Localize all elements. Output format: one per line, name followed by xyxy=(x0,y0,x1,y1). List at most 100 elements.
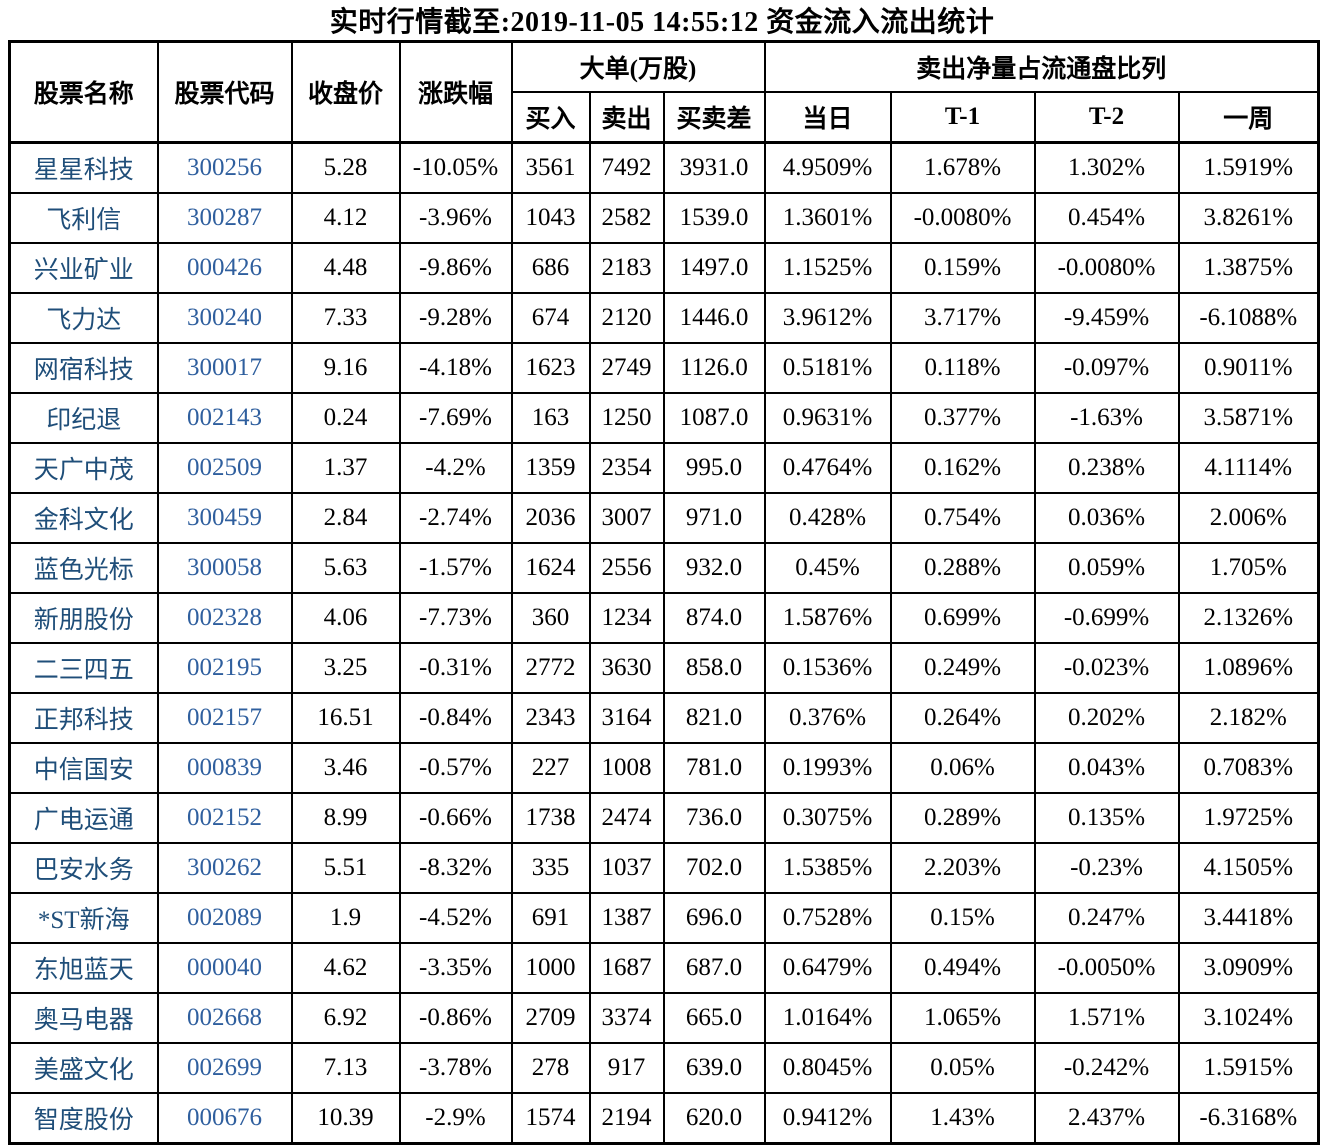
buy-cell: 691 xyxy=(510,892,591,944)
name-cell: 飞利信 xyxy=(8,192,159,244)
name-cell: 星星科技 xyxy=(8,141,159,194)
header-change-pct: 涨跌幅 xyxy=(398,40,513,144)
week-cell: 3.1024% xyxy=(1177,992,1320,1044)
today-cell: 0.4764% xyxy=(763,442,892,494)
diff-cell: 971.0 xyxy=(662,492,766,544)
header-sell-out: 卖出 xyxy=(588,91,665,144)
header-t-minus-2: T-2 xyxy=(1033,91,1180,144)
today-cell: 0.1993% xyxy=(763,742,892,794)
close-cell: 7.13 xyxy=(290,1042,401,1094)
sell-cell: 3374 xyxy=(588,992,665,1044)
buy-cell: 1043 xyxy=(510,192,591,244)
diff-cell: 874.0 xyxy=(662,592,766,644)
table-row: 广电运通 002152 8.99 -0.66% 1738 2474 736.0 0.3075%… xyxy=(8,792,1320,844)
sell-cell: 1008 xyxy=(588,742,665,794)
t2-cell: -0.023% xyxy=(1033,642,1180,694)
name-cell: 新朋股份 xyxy=(8,592,159,644)
diff-cell: 858.0 xyxy=(662,642,766,694)
week-cell: 3.8261% xyxy=(1177,192,1320,244)
today-cell: 0.8045% xyxy=(763,1042,892,1094)
header-one-week: 一周 xyxy=(1177,91,1320,144)
change-cell: -2.74% xyxy=(398,492,513,544)
close-cell: 3.46 xyxy=(290,742,401,794)
table-row: 兴业矿业 000426 4.48 -9.86% 686 2183 1497.0 1.1525%… xyxy=(8,242,1320,294)
today-cell: 0.9631% xyxy=(763,392,892,444)
week-cell: 4.1505% xyxy=(1177,842,1320,894)
t1-cell: 0.118% xyxy=(889,342,1036,394)
close-cell: 7.33 xyxy=(290,292,401,344)
week-cell: 4.1114% xyxy=(1177,442,1320,494)
code-cell: 000676 xyxy=(156,1092,293,1145)
change-cell: -3.96% xyxy=(398,192,513,244)
name-cell: 网宿科技 xyxy=(8,342,159,394)
t2-cell: 0.043% xyxy=(1033,742,1180,794)
diff-cell: 1446.0 xyxy=(662,292,766,344)
week-cell: 1.5915% xyxy=(1177,1042,1320,1094)
sell-cell: 3630 xyxy=(588,642,665,694)
change-cell: -0.84% xyxy=(398,692,513,744)
close-cell: 8.99 xyxy=(290,792,401,844)
header-t-minus-1: T-1 xyxy=(889,91,1036,144)
code-cell: 002157 xyxy=(156,692,293,744)
page-title: 实时行情截至:2019-11-05 14:55:12 资金流入流出统计 xyxy=(329,7,995,38)
table-row: 金科文化 300459 2.84 -2.74% 2036 3007 971.0 0.428% 0… xyxy=(8,492,1320,544)
change-cell: -0.66% xyxy=(398,792,513,844)
t1-cell: 0.288% xyxy=(889,542,1036,594)
name-cell: 美盛文化 xyxy=(8,1042,159,1094)
today-cell: 0.428% xyxy=(763,492,892,544)
code-cell: 002699 xyxy=(156,1042,293,1094)
t2-cell: -0.699% xyxy=(1033,592,1180,644)
today-cell: 0.9412% xyxy=(763,1092,892,1145)
t2-cell: -0.0080% xyxy=(1033,242,1180,294)
t1-cell: 0.159% xyxy=(889,242,1036,294)
sell-cell: 1037 xyxy=(588,842,665,894)
header-buy-sell-diff: 买卖差 xyxy=(662,91,766,144)
week-cell: 0.7083% xyxy=(1177,742,1320,794)
close-cell: 4.48 xyxy=(290,242,401,294)
change-cell: -0.86% xyxy=(398,992,513,1044)
week-cell: -6.3168% xyxy=(1177,1092,1320,1145)
today-cell: 0.5181% xyxy=(763,342,892,394)
close-cell: 10.39 xyxy=(290,1092,401,1145)
t1-cell: 0.289% xyxy=(889,792,1036,844)
today-cell: 1.3601% xyxy=(763,192,892,244)
code-cell: 300017 xyxy=(156,342,293,394)
diff-cell: 696.0 xyxy=(662,892,766,944)
t1-cell: 0.15% xyxy=(889,892,1036,944)
week-cell: 1.0896% xyxy=(1177,642,1320,694)
close-cell: 4.62 xyxy=(290,942,401,994)
change-cell: -3.78% xyxy=(398,1042,513,1094)
code-cell: 300287 xyxy=(156,192,293,244)
name-cell: 中信国安 xyxy=(8,742,159,794)
name-cell: 广电运通 xyxy=(8,792,159,844)
sell-cell: 1387 xyxy=(588,892,665,944)
close-cell: 2.84 xyxy=(290,492,401,544)
diff-cell: 1497.0 xyxy=(662,242,766,294)
week-cell: 1.5919% xyxy=(1177,141,1320,194)
change-cell: -4.52% xyxy=(398,892,513,944)
today-cell: 0.7528% xyxy=(763,892,892,944)
diff-cell: 1539.0 xyxy=(662,192,766,244)
buy-cell: 1623 xyxy=(510,342,591,394)
close-cell: 4.12 xyxy=(290,192,401,244)
buy-cell: 278 xyxy=(510,1042,591,1094)
t1-cell: 0.699% xyxy=(889,592,1036,644)
t2-cell: 0.202% xyxy=(1033,692,1180,744)
sell-cell: 1234 xyxy=(588,592,665,644)
table-row: 网宿科技 300017 9.16 -4.18% 1623 2749 1126.0 0.5181… xyxy=(8,342,1320,394)
name-cell: 金科文化 xyxy=(8,492,159,544)
change-cell: -4.2% xyxy=(398,442,513,494)
sell-cell: 2749 xyxy=(588,342,665,394)
diff-cell: 781.0 xyxy=(662,742,766,794)
name-cell: 巴安水务 xyxy=(8,842,159,894)
diff-cell: 1087.0 xyxy=(662,392,766,444)
today-cell: 0.6479% xyxy=(763,942,892,994)
table-row: 智度股份 000676 10.39 -2.9% 1574 2194 620.0 0.9412%… xyxy=(8,1092,1320,1145)
table-row: *ST新海 002089 1.9 -4.52% 691 1387 696.0 0.7528% 0… xyxy=(8,892,1320,944)
t1-cell: 0.06% xyxy=(889,742,1036,794)
today-cell: 1.1525% xyxy=(763,242,892,294)
buy-cell: 1359 xyxy=(510,442,591,494)
name-cell: 蓝色光标 xyxy=(8,542,159,594)
diff-cell: 702.0 xyxy=(662,842,766,894)
week-cell: 2.006% xyxy=(1177,492,1320,544)
